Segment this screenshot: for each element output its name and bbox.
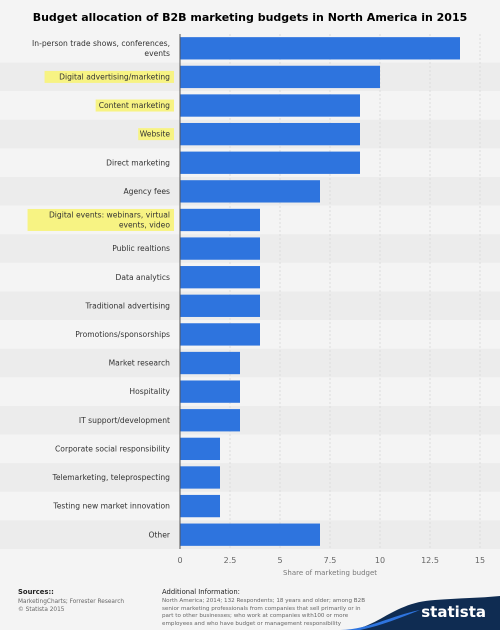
row-band — [0, 463, 500, 492]
category-highlight — [27, 208, 174, 231]
x-tick-label: 10 — [375, 556, 385, 565]
bar-chart: In-person trade shows, conferences, event… — [0, 34, 500, 577]
sources-text: MarketingCharts; Forrester Research © St… — [18, 599, 125, 613]
bars — [180, 37, 460, 546]
row-band — [0, 405, 500, 435]
bar — [180, 180, 320, 203]
additional-info-heading: Additional Information: — [162, 588, 240, 596]
bar — [180, 380, 240, 403]
bar — [180, 323, 260, 346]
category-label: Other — [148, 530, 170, 539]
category-label: Digital events: webinars, virtual events,… — [49, 211, 170, 230]
gridlines — [229, 34, 481, 549]
bar — [180, 466, 220, 489]
additional-info-text: North America; 2014; 132 Respondents; 18… — [162, 598, 366, 627]
bar — [180, 409, 240, 432]
x-tick-label: 15 — [475, 556, 485, 565]
category-label: Promotions/sponsorships — [75, 330, 170, 339]
category-label: Agency fees — [123, 187, 170, 196]
row-band — [0, 491, 500, 521]
x-tick-label: 0 — [177, 556, 182, 565]
bar — [180, 266, 260, 289]
x-tick-labels: 0 2.5 5 7.5 10 12.5 15 — [177, 556, 485, 565]
category-label: Telemarketing, teleprospecting — [51, 473, 170, 482]
bar — [180, 294, 260, 317]
bar — [180, 94, 360, 117]
category-label: Public realtions — [112, 244, 170, 253]
category-label: Traditional advertising — [85, 301, 171, 310]
row-band — [0, 348, 500, 378]
category-labels: In-person trade shows, conferences, event… — [27, 39, 174, 539]
statista-brand-badge — [340, 596, 500, 630]
category-label: Digital advertising/marketing — [59, 73, 170, 82]
category-label: Website — [140, 130, 171, 139]
category-label: IT support/development — [79, 416, 170, 425]
bar — [180, 237, 260, 260]
statista-logo: statista — [421, 603, 486, 621]
bar — [180, 208, 260, 232]
bar — [180, 122, 360, 146]
bar — [180, 351, 240, 375]
x-tick-label: 5 — [277, 556, 282, 565]
bar — [180, 37, 460, 60]
bar — [180, 437, 220, 461]
category-highlight — [95, 99, 174, 112]
category-label: Testing new market innovation — [52, 502, 170, 511]
bar — [180, 494, 220, 518]
bar — [180, 65, 380, 89]
row-band — [0, 377, 500, 406]
chart-title: Budget allocation of B2B marketing budge… — [32, 11, 468, 24]
x-tick-label: 7.5 — [324, 556, 337, 565]
category-label: Hospitality — [129, 387, 170, 396]
category-highlight — [138, 128, 174, 141]
category-label: Data analytics — [116, 273, 171, 282]
x-axis-label: Share of marketing budget — [283, 569, 377, 577]
x-tick-label: 2.5 — [224, 556, 237, 565]
row-band — [0, 434, 500, 464]
category-label: Market research — [109, 359, 171, 368]
x-tick-label: 12.5 — [421, 556, 439, 565]
category-highlight — [44, 70, 174, 83]
footer: Sources:: MarketingCharts; Forrester Res… — [0, 580, 500, 630]
category-label: In-person trade shows, conferences, event… — [32, 39, 170, 58]
category-label: Content marketing — [99, 101, 170, 110]
bar — [180, 151, 360, 174]
category-label: Direct marketing — [106, 158, 170, 167]
bar — [180, 523, 320, 546]
category-label: Corporate social responsibility — [55, 444, 170, 453]
sources-heading: Sources:: — [18, 588, 54, 596]
